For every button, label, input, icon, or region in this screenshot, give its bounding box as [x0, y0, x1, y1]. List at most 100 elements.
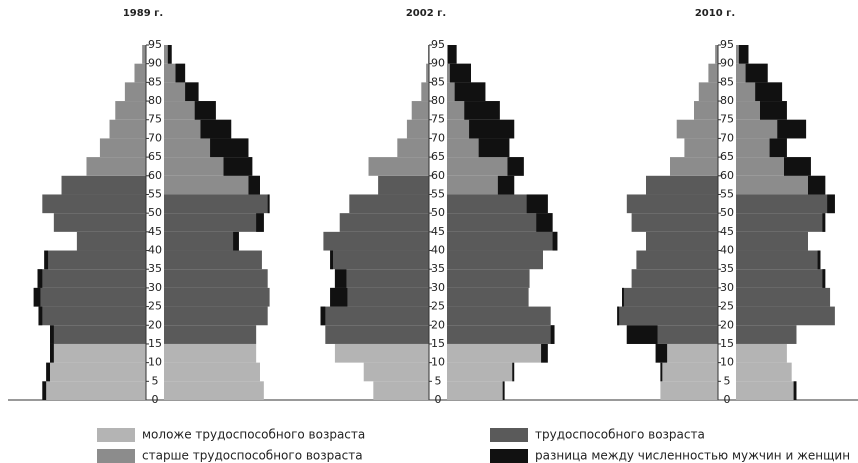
- y-tick-label: 5: [724, 374, 731, 387]
- y-tick-label: 50: [148, 206, 162, 219]
- male-bar: [363, 362, 429, 382]
- y-tick-label: 70: [720, 131, 734, 144]
- male-bar: [715, 45, 718, 64]
- difference: [167, 45, 172, 64]
- male-bar: [334, 343, 429, 363]
- female-bar: [164, 250, 262, 270]
- legend-swatch: [490, 449, 528, 463]
- difference: [194, 101, 216, 120]
- female-bar: [164, 175, 260, 195]
- male-bar: [378, 175, 429, 195]
- y-tick-label: 10: [431, 356, 445, 369]
- y-tick-label: 15: [720, 337, 734, 350]
- y-tick-label: 60: [431, 169, 445, 182]
- y-tick-label: 35: [720, 262, 734, 275]
- difference: [185, 82, 199, 102]
- y-tick-label: 25: [720, 300, 734, 313]
- male-bar: [646, 175, 718, 195]
- male-bar: [330, 250, 429, 270]
- difference: [42, 381, 47, 400]
- y-tick-label: 85: [720, 75, 734, 88]
- male-bar: [339, 213, 429, 232]
- female-bar: [164, 381, 264, 400]
- legend-swatch: [97, 449, 135, 463]
- y-tick-label: 90: [720, 57, 734, 70]
- male-bar: [109, 119, 146, 139]
- y-tick-label: 60: [720, 169, 734, 182]
- male-bar: [660, 381, 718, 400]
- difference: [536, 213, 553, 232]
- female-bar: [447, 231, 558, 251]
- y-tick-label: 30: [148, 281, 162, 294]
- difference: [330, 250, 333, 270]
- difference: [334, 269, 347, 288]
- male-bar: [617, 306, 718, 326]
- male-bar: [660, 362, 718, 382]
- male-bar: [38, 306, 147, 326]
- difference: [175, 63, 186, 83]
- female-bar: [447, 250, 543, 270]
- female-bar: [736, 362, 792, 382]
- female-bar: [164, 362, 260, 382]
- difference: [738, 45, 749, 64]
- legend-label: моложе трудоспособного возраста: [142, 428, 365, 442]
- female-bar: [447, 381, 505, 400]
- difference: [784, 157, 811, 176]
- y-tick-label: 75: [431, 113, 445, 126]
- male-bar: [330, 287, 429, 307]
- difference: [550, 325, 555, 344]
- difference: [502, 381, 505, 400]
- female-bar: [736, 175, 826, 195]
- difference: [37, 269, 43, 288]
- male-bar: [646, 231, 718, 251]
- y-tick-label: 30: [431, 281, 445, 294]
- difference: [449, 63, 471, 83]
- male-bar: [115, 101, 146, 120]
- male-bar: [631, 269, 718, 288]
- y-tick-label: 20: [720, 318, 734, 331]
- y-tick-label: 65: [431, 150, 445, 163]
- difference: [50, 343, 54, 363]
- y-tick-label: 10: [720, 356, 734, 369]
- male-bar: [124, 82, 146, 102]
- difference: [655, 343, 668, 363]
- difference: [769, 138, 787, 158]
- y-tick-label: 40: [720, 244, 734, 257]
- difference: [526, 194, 548, 214]
- female-bar: [736, 381, 797, 400]
- male-bar: [42, 194, 146, 214]
- female-bar: [164, 306, 268, 326]
- difference: [320, 306, 326, 326]
- female-bar: [736, 250, 821, 270]
- y-tick-label: 90: [148, 57, 162, 70]
- difference: [454, 82, 486, 102]
- y-tick-label: 20: [148, 318, 162, 331]
- y-tick-label: 90: [431, 57, 445, 70]
- difference: [497, 175, 515, 195]
- difference: [541, 343, 548, 363]
- difference: [822, 269, 826, 288]
- y-tick-label: 15: [148, 337, 162, 350]
- difference: [46, 362, 50, 382]
- difference: [745, 63, 768, 83]
- y-tick-label: 25: [431, 300, 445, 313]
- difference: [817, 250, 821, 270]
- difference: [210, 138, 249, 158]
- male-bar: [406, 119, 429, 139]
- male-bar: [676, 119, 718, 139]
- male-bar: [373, 381, 429, 400]
- y-tick-label: 0: [152, 393, 159, 406]
- female-bar: [164, 343, 257, 363]
- male-bar: [626, 194, 718, 214]
- difference: [478, 138, 510, 158]
- difference: [512, 362, 515, 382]
- y-tick-label: 50: [431, 206, 445, 219]
- y-tick-label: 95: [431, 38, 445, 51]
- y-tick-label: 75: [720, 113, 734, 126]
- female-bar: [164, 231, 239, 251]
- male-bar: [33, 287, 146, 307]
- female-bar: [447, 175, 515, 195]
- legend-label: разница между численностью мужчин и женщ…: [535, 449, 850, 463]
- male-bar: [368, 157, 429, 176]
- male-bar: [684, 138, 718, 158]
